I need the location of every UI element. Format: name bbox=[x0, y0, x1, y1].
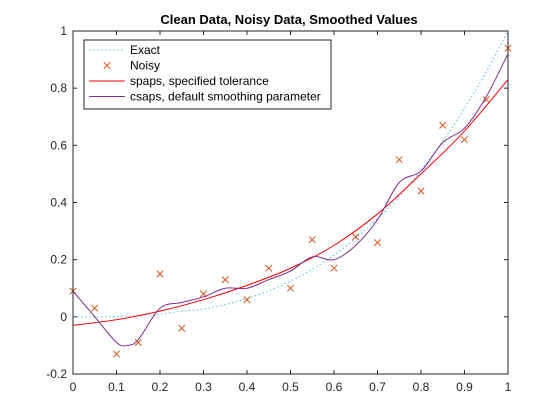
noisy-data-point bbox=[286, 284, 295, 292]
x-tick-label: 0.3 bbox=[195, 380, 212, 394]
y-axis: -0.2 0 0.2 0.4 0.6 0.8 1 bbox=[46, 24, 508, 381]
series-layer bbox=[69, 30, 512, 358]
noisy-data-point bbox=[439, 121, 447, 129]
series-1 bbox=[69, 44, 512, 358]
chart-title: Clean Data, Noisy Data, Smoothed Values bbox=[160, 12, 417, 27]
x-axis: 0 0.1 0.2 0.3 0.4 0.5 0.6 0.7 0.8 0.9 1 bbox=[70, 31, 512, 394]
legend-label: csaps, default smoothing parameter bbox=[130, 90, 321, 104]
noisy-data-point bbox=[395, 156, 403, 164]
noisy-data-point bbox=[221, 276, 229, 284]
y-tick-label: -0.2 bbox=[46, 367, 67, 381]
legend-entry: spaps, specified tolerance bbox=[89, 74, 269, 88]
noisy-data-point bbox=[373, 238, 382, 247]
legend-label: Exact bbox=[130, 43, 161, 57]
y-tick-label: 0.4 bbox=[50, 196, 67, 210]
x-tick-label: 0.2 bbox=[152, 380, 169, 394]
legend-entry: Exact bbox=[89, 43, 161, 57]
legend-label: Noisy bbox=[130, 59, 160, 73]
noisy-data-point bbox=[460, 136, 469, 144]
legend-box bbox=[83, 39, 332, 110]
y-tick-label: 0.6 bbox=[50, 138, 67, 152]
noisy-data-point bbox=[178, 324, 186, 332]
y-tick-label: 0.2 bbox=[50, 253, 67, 267]
noisy-data-point bbox=[308, 236, 316, 244]
series-line-2 bbox=[72, 79, 509, 326]
noisy-data-point bbox=[417, 187, 425, 195]
noisy-data-point bbox=[156, 270, 164, 278]
y-tick-label: 1 bbox=[60, 24, 67, 38]
noisy-data-point bbox=[265, 264, 273, 272]
noisy-data-point bbox=[330, 264, 338, 272]
noisy-data-point bbox=[134, 339, 142, 347]
noisy-data-point bbox=[243, 296, 251, 304]
series-line-3 bbox=[72, 53, 509, 347]
legend-label: spaps, specified tolerance bbox=[130, 74, 269, 88]
y-tick-label: 0.8 bbox=[50, 81, 67, 95]
x-tick-label: 0.8 bbox=[413, 380, 430, 394]
y-tick-label: 0 bbox=[60, 310, 67, 324]
x-tick-label: 0.9 bbox=[456, 380, 473, 394]
axes-frame bbox=[72, 30, 509, 375]
noisy-data-point bbox=[91, 304, 99, 312]
noisy-data-point bbox=[482, 96, 490, 104]
x-tick-label: 0.7 bbox=[369, 380, 386, 394]
x-tick-label: 1 bbox=[505, 380, 512, 394]
x-tick-label: 0.6 bbox=[326, 380, 343, 394]
x-tick-label: 0.5 bbox=[282, 380, 299, 394]
series-2 bbox=[72, 79, 509, 326]
noisy-data-point bbox=[352, 233, 360, 241]
x-tick-label: 0 bbox=[70, 380, 77, 394]
legend-entry: csaps, default smoothing parameter bbox=[89, 90, 321, 104]
series-3 bbox=[72, 53, 509, 347]
x-tick-label: 0.4 bbox=[239, 380, 256, 394]
legend-entry: Noisy bbox=[103, 59, 160, 73]
x-tick-label: 0.1 bbox=[108, 380, 125, 394]
noisy-data-point bbox=[112, 350, 121, 358]
